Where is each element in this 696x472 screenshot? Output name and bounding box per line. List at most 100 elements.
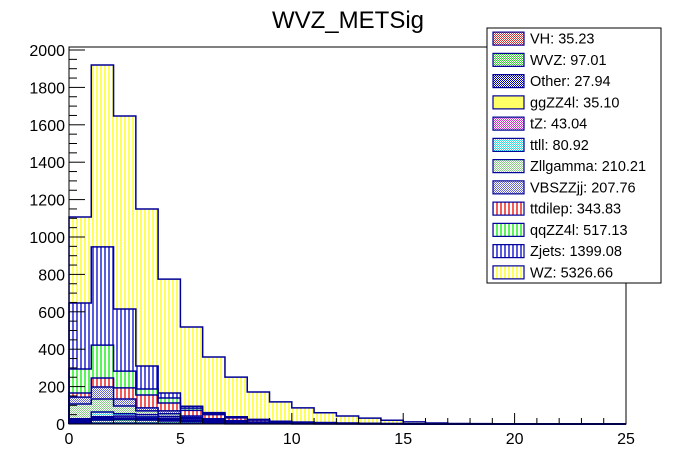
legend-label: WVZ: 97.01 <box>530 53 607 69</box>
legend-label: VBSZZjj: 207.76 <box>530 180 636 196</box>
bar-ttdilep-bin-7 <box>224 417 248 421</box>
bar-zjets-bin-3 <box>135 366 159 390</box>
bar-ttdilep-bin-0 <box>69 392 92 398</box>
legend-swatch <box>492 244 525 259</box>
bar-wz-bin-10 <box>291 407 315 423</box>
series-zjets <box>69 246 381 424</box>
bar-ttdilep-bin-4 <box>158 403 181 411</box>
bar-ttdilep-bin-8 <box>247 420 270 422</box>
legend-swatch <box>492 116 525 131</box>
legend: VH: 35.23 WVZ: 97.01 Other: 27.94 ggZZ4l: 3… <box>486 27 662 284</box>
x-tick-label: 25 <box>617 431 635 448</box>
legend-label: ggZZ4l: 35.10 <box>530 95 619 111</box>
legend-label: ttdilep: 343.83 <box>530 202 621 218</box>
bar-zllgamma-bin-0 <box>69 403 92 419</box>
legend-entry-wvz: WVZ: 97.01 <box>492 52 607 69</box>
bar-wz-bin-0 <box>69 216 92 304</box>
y-tick-label: 600 <box>38 305 65 322</box>
legend-label: ttll: 80.92 <box>530 138 589 154</box>
bar-wvz-bin-1 <box>91 420 114 424</box>
x-tick-label: 0 <box>65 431 74 448</box>
bar-ttdilep-bin-2 <box>113 387 136 399</box>
bar-zllgamma-bin-2 <box>113 406 136 414</box>
bar-tz-bin-2 <box>113 416 136 419</box>
bar-zjets-bin-1 <box>91 246 114 346</box>
bar-qqzz4l-bin-5 <box>180 408 203 411</box>
series-wz <box>69 64 515 424</box>
bar-ttll-bin-1 <box>91 412 114 417</box>
bar-wz-bin-2 <box>113 116 136 309</box>
bar-zllgamma-bin-4 <box>158 413 181 417</box>
bar-zjets-bin-5 <box>180 406 203 409</box>
bar-wz-bin-6 <box>202 357 225 413</box>
legend-entry-other: Other: 27.94 <box>492 74 611 90</box>
bar-zllgamma-bin-1 <box>91 398 114 413</box>
legend-entry-tz: tZ: 43.04 <box>492 116 587 133</box>
legend-entry-qqzz4l: qqZZ4l: 517.13 <box>492 222 628 239</box>
bar-vbszzjj-bin-4 <box>158 410 181 414</box>
bar-qqzz4l-bin-0 <box>69 369 92 393</box>
legend-entry-zllgamma: Zllgamma: 210.21 <box>492 159 646 175</box>
bar-wz-bin-14 <box>380 420 404 424</box>
series-ttdilep <box>69 377 515 424</box>
x-tick-label: 20 <box>506 431 524 448</box>
y-tick-label: 2000 <box>29 43 65 60</box>
bar-ttdilep-bin-6 <box>202 414 225 419</box>
bar-wz-bin-7 <box>224 377 248 417</box>
bar-qqzz4l-bin-3 <box>135 389 159 396</box>
y-tick-label: 400 <box>38 342 65 359</box>
bar-wz-bin-1 <box>91 64 114 247</box>
legend-swatch <box>492 137 525 152</box>
legend-label: WZ: 5326.66 <box>530 265 613 281</box>
legend-swatch <box>492 222 525 237</box>
legend-swatch <box>492 180 525 195</box>
bar-zjets-bin-2 <box>113 308 136 372</box>
legend-label: VH: 35.23 <box>530 32 595 48</box>
legend-swatch <box>492 52 525 67</box>
legend-entry-ttdilep: ttdilep: 343.83 <box>492 201 621 218</box>
x-tick-label: 15 <box>394 431 412 448</box>
series-qqzz4l <box>69 345 404 424</box>
legend-label: qqZZ4l: 517.13 <box>530 223 628 239</box>
y-tick-label: 1400 <box>29 155 65 172</box>
legend-entry-vh: VH: 35.23 <box>492 31 595 48</box>
bar-wz-bin-5 <box>180 326 203 407</box>
y-tick-label: 200 <box>38 380 65 397</box>
bar-ttdilep-bin-3 <box>135 395 159 408</box>
legend-entry-zjets: Zjets: 1399.08 <box>492 244 622 260</box>
x-tick-label: 5 <box>176 431 185 448</box>
bar-zllgamma-bin-3 <box>135 410 159 415</box>
y-tick-label: 1800 <box>29 80 65 97</box>
bar-wvz-bin-3 <box>135 420 159 424</box>
bar-qqzz4l-bin-4 <box>158 398 181 404</box>
bar-zjets-bin-4 <box>158 392 181 399</box>
bar-wz-bin-4 <box>158 279 181 393</box>
bar-vbszzjj-bin-3 <box>135 407 159 411</box>
bar-vbszzjj-bin-2 <box>113 398 136 407</box>
axis-layer: 0 5 10 15 20 25 0 200 400 600 800 1000 1200 1400 1600 1… <box>29 43 635 448</box>
legend-entry-wz: WZ: 5326.66 <box>492 265 613 281</box>
legend-label: Other: 27.94 <box>530 74 611 90</box>
y-tick-label: 1600 <box>29 118 65 135</box>
x-tick-label: 10 <box>283 431 301 448</box>
bar-ttdilep-bin-5 <box>180 410 203 416</box>
bar-ttll-bin-4 <box>158 416 181 419</box>
bar-qqzz4l-bin-1 <box>91 345 114 378</box>
bar-wz-bin-9 <box>269 401 292 422</box>
legend-entry-vbszzjj: VBSZZjj: 207.76 <box>492 180 636 196</box>
bar-ttdilep-bin-1 <box>91 377 114 387</box>
legend-label: Zjets: 1399.08 <box>530 244 622 260</box>
series-zllgamma <box>69 398 404 424</box>
bar-wvz-bin-2 <box>113 419 136 424</box>
bar-ttll-bin-3 <box>135 414 159 417</box>
legend-swatch <box>492 31 525 46</box>
legend-swatch <box>492 201 525 216</box>
y-tick-label: 1000 <box>29 230 65 247</box>
bar-wz-bin-11 <box>314 412 337 423</box>
y-tick-label: 800 <box>38 267 65 284</box>
bar-wz-bin-13 <box>358 418 381 424</box>
bar-wz-bin-3 <box>135 208 159 367</box>
legend-label: Zllgamma: 210.21 <box>530 159 646 175</box>
bar-vbszzjj-bin-0 <box>69 397 92 404</box>
